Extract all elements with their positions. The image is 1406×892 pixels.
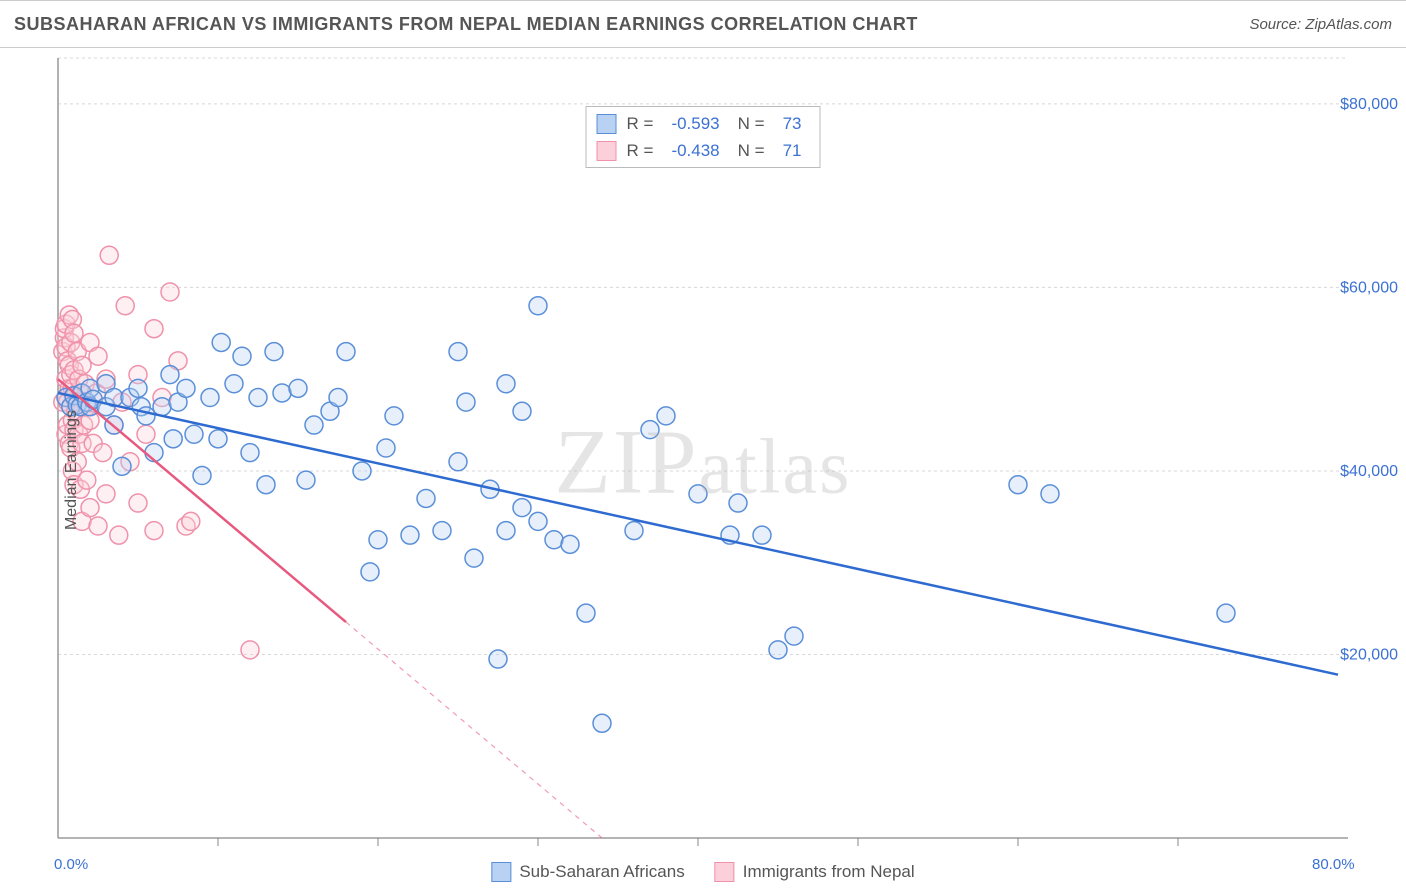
n-label: N = [738,110,765,137]
svg-text:$60,000: $60,000 [1340,279,1398,296]
legend-item-nepal: Immigrants from Nepal [715,862,915,882]
chart-area: Median Earnings ZIPatlas $20,000$40,000$… [0,48,1406,892]
n-value-ssa: 73 [783,110,802,137]
correlation-row-nepal: R = -0.438 N = 71 [597,137,810,164]
swatch-ssa [491,862,511,882]
correlation-legend: R = -0.593 N = 73 R = -0.438 N = 71 [586,106,821,168]
chart-source: Source: ZipAtlas.com [1249,16,1392,33]
correlation-row-ssa: R = -0.593 N = 73 [597,110,810,137]
y-axis-label: Median Earnings [63,410,81,530]
legend-label-ssa: Sub-Saharan Africans [519,862,684,882]
n-value-nepal: 71 [783,137,802,164]
swatch-nepal [597,141,617,161]
x-axis-min: 0.0% [54,856,88,873]
n-label: N = [738,137,765,164]
scatter-plot-svg: $20,000 $40,000 $60,000 $80,000 [0,48,1406,892]
swatch-nepal [715,862,735,882]
r-label: R = [627,137,654,164]
r-value-ssa: -0.593 [671,110,719,137]
r-value-nepal: -0.438 [671,137,719,164]
svg-text:$80,000: $80,000 [1340,96,1398,113]
series-legend: Sub-Saharan Africans Immigrants from Nep… [491,862,914,882]
legend-item-ssa: Sub-Saharan Africans [491,862,684,882]
x-axis-max: 80.0% [1312,856,1355,873]
chart-title: SUBSAHARAN AFRICAN VS IMMIGRANTS FROM NE… [14,14,918,35]
svg-text:$20,000: $20,000 [1340,646,1398,663]
r-label: R = [627,110,654,137]
chart-header: SUBSAHARAN AFRICAN VS IMMIGRANTS FROM NE… [0,0,1406,48]
swatch-ssa [597,114,617,134]
svg-text:$40,000: $40,000 [1340,463,1398,480]
legend-label-nepal: Immigrants from Nepal [743,862,915,882]
